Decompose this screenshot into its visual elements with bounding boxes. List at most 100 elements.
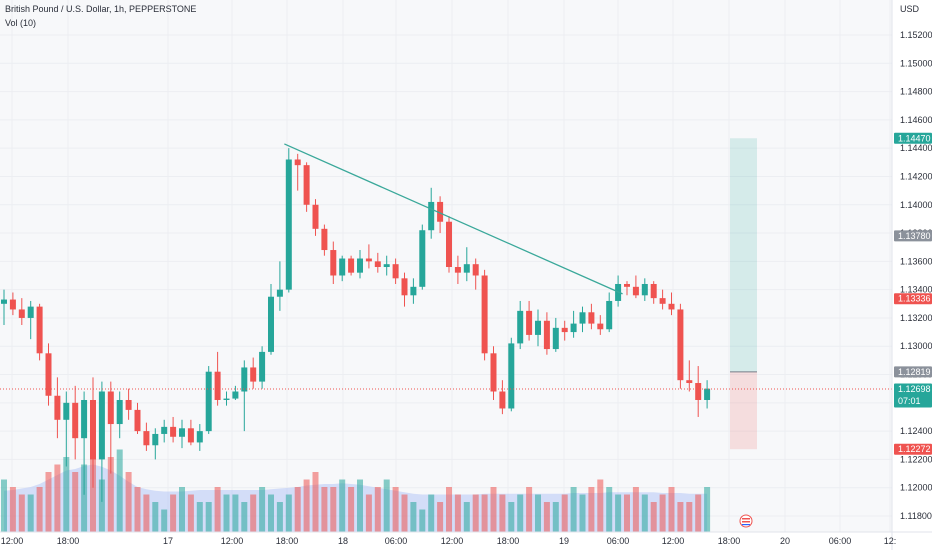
candle-body [499, 391, 506, 409]
volume-bar [668, 487, 675, 532]
y-tick-label: 1.14600 [900, 115, 932, 125]
candle-body [241, 367, 248, 392]
candle-body [170, 426, 177, 437]
red-price-tag-text: 1.13336 [898, 294, 931, 304]
volume-bar [339, 479, 346, 532]
volume-bar [446, 487, 452, 532]
candle-body [650, 283, 657, 299]
volume-bar [285, 494, 292, 532]
stop-price-tag-text: 1.12272 [898, 444, 931, 454]
y-tick-label: 1.15000 [900, 58, 932, 68]
candle-body [134, 409, 141, 432]
volume-bar [348, 487, 355, 532]
volume-bar [383, 479, 390, 532]
volume-bar [152, 502, 159, 532]
x-tick-label: 18:00 [276, 536, 299, 546]
volume-bar [472, 494, 479, 532]
candle-body [570, 323, 577, 333]
position-tool[interactable] [730, 138, 757, 450]
candle-body [339, 258, 346, 276]
candle-body [535, 320, 541, 335]
volume-bar [187, 494, 194, 532]
volume-legend[interactable]: Vol (10) [5, 18, 36, 28]
candle-body [695, 383, 702, 400]
x-tick-label: 18 [338, 536, 348, 546]
volume-bar [196, 502, 203, 532]
profit-zone[interactable] [730, 138, 757, 372]
candle-body [205, 371, 212, 432]
candle-body [410, 286, 417, 296]
volume-bar [276, 502, 283, 532]
candle-body [517, 310, 524, 344]
volume-bar [650, 502, 657, 532]
currency-label: USD [900, 4, 920, 14]
candle-body [27, 306, 34, 318]
entry-price-tag [894, 366, 932, 378]
current-price-tag [894, 383, 932, 408]
candle-body [632, 286, 639, 296]
volume-bar [116, 449, 123, 532]
x-tick-label: 12:00 [221, 536, 244, 546]
volume-bar [170, 494, 177, 532]
candle-body [276, 289, 283, 297]
loss-zone[interactable] [730, 371, 757, 450]
volume-bar [45, 472, 52, 532]
candle-body [374, 261, 381, 268]
candle-body [597, 323, 604, 330]
candle-body [579, 312, 586, 324]
volume-bar [27, 494, 34, 532]
volume-bar [659, 494, 666, 532]
volume-bar [357, 479, 363, 532]
volume-bar [641, 494, 648, 532]
volume-bar [81, 464, 88, 532]
volume-bar [241, 502, 248, 532]
x-tick-label: 12:00 [662, 536, 685, 546]
volume-bar [205, 502, 212, 532]
candle-body [161, 426, 168, 434]
x-tick-label: 06:00 [607, 536, 630, 546]
candle-body [98, 391, 105, 460]
volume-bar [508, 502, 515, 532]
target-price-tag-text: 1.14470 [898, 133, 931, 143]
volume-bar [624, 494, 630, 532]
candle-body [508, 343, 515, 409]
volume-bar [561, 494, 568, 532]
volume-bar [179, 487, 185, 532]
y-tick-label: 1.13400 [900, 285, 932, 295]
candle-body [552, 327, 559, 350]
candle-body [454, 267, 461, 273]
candle-body [143, 431, 150, 446]
volume-bar [499, 494, 506, 532]
trendline-group[interactable] [284, 143, 623, 295]
y-tick-label: 1.14400 [900, 143, 932, 153]
candle-body [36, 306, 43, 354]
candle-body [668, 303, 675, 310]
candle-body [437, 201, 444, 222]
candle-body [107, 391, 114, 425]
candle-body [72, 402, 79, 439]
volume-bar [54, 464, 61, 532]
flag-icon[interactable] [739, 514, 753, 528]
candle-body [90, 399, 96, 460]
time-axis[interactable]: 12:00 18:00 17 12:00 18:00 18 06:00 12:00 18:00 1… [0, 531, 932, 546]
price-axis[interactable]: USD 1.152001.150001.148001.146001.144001… [891, 0, 932, 550]
symbol-legend[interactable]: British Pound / U.S. Dollar, 1h, PEPPERS… [5, 4, 196, 14]
candle-body [365, 258, 372, 262]
candle-body [704, 388, 711, 400]
volume-bar [579, 494, 586, 532]
volume-bar [437, 502, 444, 532]
target-price-tag [894, 132, 932, 144]
candle-body [116, 399, 123, 425]
x-tick-label: 06:00 [385, 536, 408, 546]
volume-bar [419, 509, 426, 532]
volume-bar [268, 494, 274, 532]
candle-body [686, 380, 693, 384]
volume-bar [401, 494, 408, 532]
volume-bar [535, 494, 541, 532]
candle-body [312, 204, 319, 229]
x-tick-label: 17 [163, 536, 173, 546]
volume-bar [704, 487, 711, 532]
trendline[interactable] [284, 143, 623, 295]
